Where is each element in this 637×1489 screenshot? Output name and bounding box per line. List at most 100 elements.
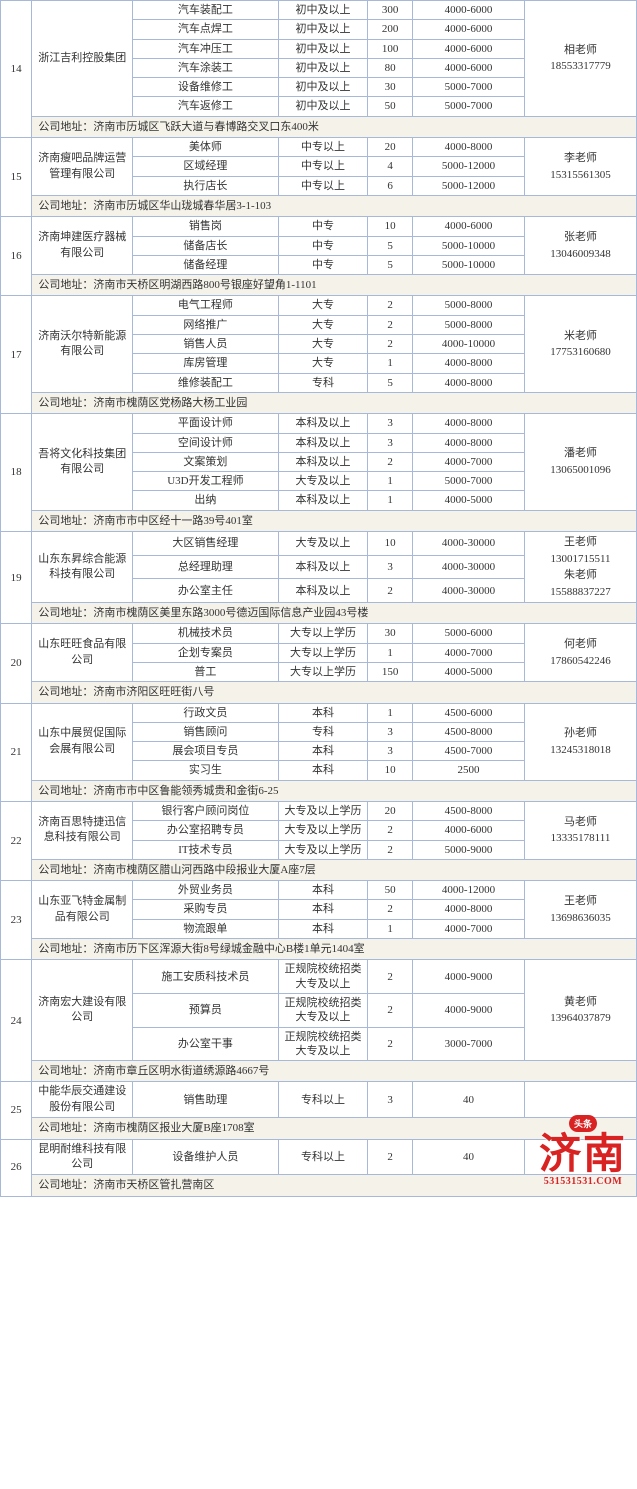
job-count: 10 bbox=[368, 532, 413, 556]
job-count: 10 bbox=[368, 217, 413, 236]
job-edu: 大专及以上 bbox=[278, 472, 368, 491]
job-salary: 40 bbox=[413, 1139, 525, 1175]
job-count: 5 bbox=[368, 236, 413, 255]
job-count: 3 bbox=[368, 1082, 413, 1118]
job-title: 采购专员 bbox=[133, 900, 279, 919]
job-edu: 专科以上 bbox=[278, 1139, 368, 1175]
job-title: 文案策划 bbox=[133, 452, 279, 471]
job-salary: 4000-6000 bbox=[413, 821, 525, 840]
job-count: 1 bbox=[368, 919, 413, 938]
company-contact: 潘老师13065001096 bbox=[524, 414, 636, 510]
company-index: 21 bbox=[1, 703, 32, 801]
job-salary: 4000-7000 bbox=[413, 919, 525, 938]
job-salary: 4000-10000 bbox=[413, 335, 525, 354]
company-name: 济南宏大建设有限公司 bbox=[32, 960, 133, 1061]
job-edu: 正规院校统招类大专及以上 bbox=[278, 993, 368, 1027]
job-count: 30 bbox=[368, 78, 413, 97]
table-row: 18吾将文化科技集团有限公司平面设计师本科及以上34000-8000潘老师130… bbox=[1, 414, 637, 433]
company-name: 济南沃尔特新能源有限公司 bbox=[32, 296, 133, 392]
address-row: 公司地址：济南市济阳区旺旺街八号 bbox=[1, 682, 637, 703]
job-title: 普工 bbox=[133, 662, 279, 681]
address-row: 公司地址：济南市槐荫区报业大厦B座1708室 bbox=[1, 1118, 637, 1139]
job-salary: 4000-7000 bbox=[413, 452, 525, 471]
job-edu: 大专以上学历 bbox=[278, 624, 368, 643]
job-edu: 大专及以上学历 bbox=[278, 821, 368, 840]
job-salary: 5000-8000 bbox=[413, 296, 525, 315]
table-row: 20山东旺旺食品有限公司机械技术员大专以上学历305000-6000何老师178… bbox=[1, 624, 637, 643]
company-contact: 王老师13001715511朱老师15588837227 bbox=[524, 532, 636, 603]
job-edu: 专科以上 bbox=[278, 1082, 368, 1118]
job-title: 储备经理 bbox=[133, 255, 279, 274]
page-container: 14浙江吉利控股集团汽车装配工初中及以上3004000-6000相老师18553… bbox=[0, 0, 637, 1197]
job-edu: 初中及以上 bbox=[278, 39, 368, 58]
job-salary: 4000-6000 bbox=[413, 58, 525, 77]
company-name: 浙江吉利控股集团 bbox=[32, 1, 133, 117]
job-salary: 5000-10000 bbox=[413, 255, 525, 274]
job-table: 14浙江吉利控股集团汽车装配工初中及以上3004000-6000相老师18553… bbox=[0, 0, 637, 1197]
job-salary: 4000-6000 bbox=[413, 20, 525, 39]
job-salary: 4000-8000 bbox=[413, 138, 525, 157]
job-count: 2 bbox=[368, 452, 413, 471]
job-title: 物流跟单 bbox=[133, 919, 279, 938]
job-count: 5 bbox=[368, 373, 413, 392]
job-title: 实习生 bbox=[133, 761, 279, 780]
job-edu: 初中及以上 bbox=[278, 78, 368, 97]
job-count: 2 bbox=[368, 993, 413, 1027]
company-address: 公司地址：济南市槐荫区美里东路3000号德迈国际信息产业园43号楼 bbox=[32, 603, 637, 624]
company-contact: 米老师17753160680 bbox=[524, 296, 636, 392]
job-salary: 4000-6000 bbox=[413, 217, 525, 236]
job-edu: 本科 bbox=[278, 919, 368, 938]
job-edu: 初中及以上 bbox=[278, 97, 368, 116]
company-name: 山东中展贸促国际会展有限公司 bbox=[32, 703, 133, 780]
company-address: 公司地址：济南市历城区飞跃大道与春博路交叉口东400米 bbox=[32, 116, 637, 137]
job-salary: 4000-8000 bbox=[413, 414, 525, 433]
job-edu: 初中及以上 bbox=[278, 20, 368, 39]
job-count: 200 bbox=[368, 20, 413, 39]
address-row: 公司地址：济南市历城区华山珑城春华居3-1-103 bbox=[1, 195, 637, 216]
company-contact: 黄老师13964037879 bbox=[524, 960, 636, 1061]
table-row: 15济南瘦吧品牌运营管理有限公司美体师中专以上204000-8000李老师153… bbox=[1, 138, 637, 157]
job-count: 10 bbox=[368, 761, 413, 780]
company-index: 16 bbox=[1, 217, 32, 296]
job-edu: 本科及以上 bbox=[278, 491, 368, 510]
job-salary: 4000-8000 bbox=[413, 373, 525, 392]
job-salary: 5000-12000 bbox=[413, 157, 525, 176]
company-name: 山东亚飞特金属制品有限公司 bbox=[32, 881, 133, 939]
job-salary: 4500-6000 bbox=[413, 703, 525, 722]
company-contact: 相老师18553317779 bbox=[524, 1, 636, 117]
job-edu: 大专以上学历 bbox=[278, 643, 368, 662]
company-contact: 李老师15315561305 bbox=[524, 138, 636, 196]
job-title: 销售顾问 bbox=[133, 722, 279, 741]
job-edu: 本科 bbox=[278, 900, 368, 919]
job-salary: 5000-7000 bbox=[413, 78, 525, 97]
job-salary: 4000-30000 bbox=[413, 579, 525, 603]
job-edu: 本科 bbox=[278, 761, 368, 780]
job-count: 2 bbox=[368, 1027, 413, 1061]
job-title: 空间设计师 bbox=[133, 433, 279, 452]
table-row: 25中能华辰交通建设股份有限公司销售助理专科以上340 bbox=[1, 1082, 637, 1118]
table-row: 16济南坤建医疗器械有限公司销售岗中专104000-6000张老师1304600… bbox=[1, 217, 637, 236]
job-count: 2 bbox=[368, 315, 413, 334]
job-salary: 40 bbox=[413, 1082, 525, 1118]
job-count: 3 bbox=[368, 722, 413, 741]
job-title: 网络推广 bbox=[133, 315, 279, 334]
address-row: 公司地址：济南市市中区经十一路39号401室 bbox=[1, 510, 637, 531]
address-row: 公司地址：济南市市中区鲁能领秀城贵和金街6-25 bbox=[1, 780, 637, 801]
job-edu: 中专 bbox=[278, 217, 368, 236]
job-edu: 初中及以上 bbox=[278, 1, 368, 20]
job-title: 汽车返修工 bbox=[133, 97, 279, 116]
company-name: 济南百思特捷迅信息科技有限公司 bbox=[32, 801, 133, 859]
company-address: 公司地址：济南市槐荫区腊山河西路中段报业大厦A座7层 bbox=[32, 859, 637, 880]
address-row: 公司地址：济南市章丘区明水街道绣源路4667号 bbox=[1, 1061, 637, 1082]
company-index: 23 bbox=[1, 881, 32, 960]
job-title: 银行客户顾问岗位 bbox=[133, 801, 279, 820]
job-salary: 5000-12000 bbox=[413, 176, 525, 195]
table-row: 22济南百思特捷迅信息科技有限公司银行客户顾问岗位大专及以上学历204500-8… bbox=[1, 801, 637, 820]
job-title: U3D开发工程师 bbox=[133, 472, 279, 491]
job-count: 2 bbox=[368, 579, 413, 603]
job-title: 总经理助理 bbox=[133, 555, 279, 579]
job-count: 1 bbox=[368, 643, 413, 662]
job-edu: 大专 bbox=[278, 315, 368, 334]
job-title: 行政文员 bbox=[133, 703, 279, 722]
job-edu: 大专以上学历 bbox=[278, 662, 368, 681]
